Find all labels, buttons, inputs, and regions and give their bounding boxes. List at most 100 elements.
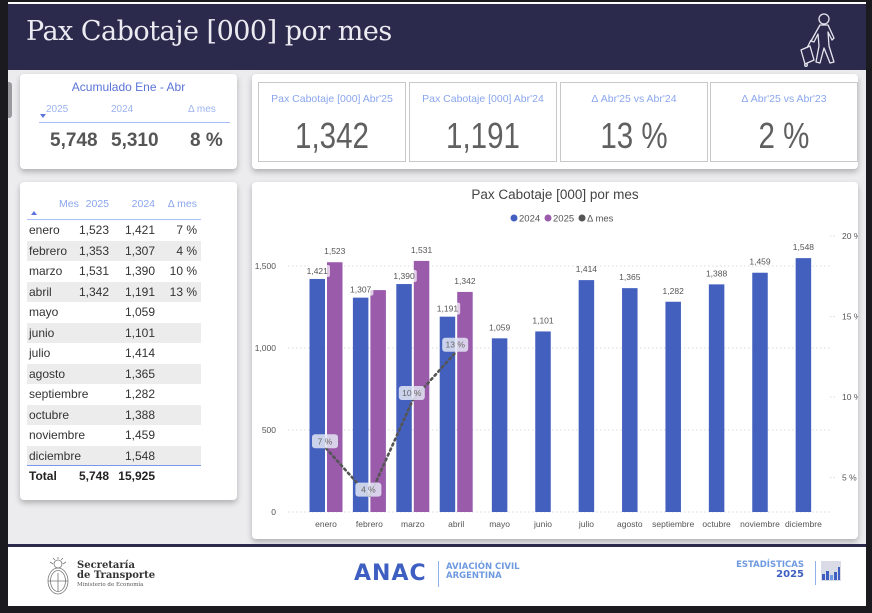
legend-2025-marker [544,214,552,222]
value-2024-cell: 1,421 [124,223,155,237]
data-label-2024: 1,548 [793,242,815,252]
column-header-delta[interactable]: Δ mes [167,198,197,210]
data-label-2025: 1,523 [324,246,346,256]
table-row[interactable]: julio 1,414 [27,343,201,364]
x-axis-label: septiembre [652,519,694,529]
monthly-table-card: Mes 2025 2024 Δ mes enero 1,523 1,421 7 % fe… [20,182,237,500]
table-row[interactable]: marzo 1,531 1,390 10 % [27,261,201,282]
bar-2025-enero [327,262,343,512]
anac-subtitle: AVIACIÓN CIVIL ARGENTINA [446,563,520,581]
estadisticas-label: ESTADÍSTICAS 2025 [736,560,804,580]
delta-label-bg [355,482,382,497]
right-axis-tick: 10 % [842,392,858,402]
x-axis-label: diciembre [785,519,822,529]
column-header-2025[interactable]: 2025 [85,198,109,210]
left-axis-tick: 1,000 [255,343,277,353]
kpi-delta-abr25-abr24: Δ Abr'25 vs Abr'24 13 % [560,82,708,162]
anac-sub-line2: ARGENTINA [446,571,502,581]
kpi-value: 1,342 [295,115,369,156]
x-axis-label: junio [533,519,552,529]
month-cell: septiembre [29,387,89,401]
legend-2024: 2024 [519,214,540,225]
table-row[interactable]: junio 1,101 [27,322,201,343]
bar-2025-febrero [370,290,386,512]
side-tab-handle[interactable] [8,82,12,118]
anac-sub-line1: AVIACIÓN CIVIL [446,562,520,572]
month-cell: agosto [29,366,66,381]
delta-label: 4 % [361,485,376,495]
delta-cell: 13 % [169,284,197,299]
value-2024-cell: 1,548 [124,448,155,463]
table-row[interactable]: diciembre 1,548 [27,445,201,466]
pax-monthly-chart: Pax Cabotaje [000] por mes 2024 2025 Δ mes 0… [255,187,858,529]
data-label-2024: 1,421 [307,266,329,276]
total-2025: 5,748 [78,469,109,483]
left-axis-tick: 0 [271,507,276,517]
table-row[interactable]: noviembre 1,459 [27,425,201,446]
accumulated-header-delta[interactable]: Δ mes [188,104,216,115]
estadisticas-divider [815,561,816,585]
value-2024-cell: 1,101 [124,325,155,340]
column-header-mes[interactable]: Mes [59,198,79,210]
bar-2024-junio [535,331,551,512]
month-cell: junio [29,325,55,340]
bar-2024-febrero [352,297,369,512]
data-label-bg [435,302,461,315]
table-row[interactable]: mayo 1,059 [27,302,201,323]
x-axis-label: marzo [401,519,425,529]
sort-descending-icon[interactable] [40,114,46,118]
x-axis-label: octubre [702,519,731,529]
kpi-label: Pax Cabotaje [000] Abr'24 [422,93,544,105]
legend-2025: 2025 [553,214,574,225]
kpi-row: Pax Cabotaje [000] Abr'25 1,342 Pax Cabo… [252,74,858,169]
estadisticas-text: ESTADÍSTICAS [736,560,804,570]
bar-2024-enero [309,278,325,512]
data-label-2024: 1,191 [437,304,459,314]
data-label-bg [348,283,374,296]
value-2024-cell: 1,414 [124,346,155,360]
legend-delta-marker [578,214,586,222]
traveler-luggage-icon [800,13,835,67]
data-label-2024: 1,365 [619,272,641,282]
month-cell: enero [29,223,60,237]
ministerio-name: Ministerio de Economía [77,582,144,588]
table-row[interactable]: agosto 1,365 [27,363,201,384]
delta-line [324,350,458,499]
secretaria-name: Secretaría de Transporte [77,561,155,581]
value-2024-cell: 1,191 [124,284,155,299]
bar-2025-abril [457,291,473,512]
accumulated-value-2025: 5,748 [50,130,98,151]
accumulated-header-2025[interactable]: 2025 [46,104,69,115]
delta-label: 10 % [402,388,422,398]
kpi-label: Pax Cabotaje [000] Abr'25 [271,93,393,105]
sort-ascending-icon[interactable] [31,211,37,215]
table-row[interactable]: febrero 1,353 1,307 4 % [27,240,201,261]
left-axis-tick: 500 [262,425,276,435]
data-label-bg [392,270,417,283]
delta-cell: 10 % [169,264,197,278]
kpi-delta-abr25-abr23: Δ Abr'25 vs Abr'23 2 % [710,82,858,162]
value-2024-cell: 1,459 [124,428,155,442]
table-row[interactable]: abril 1,342 1,191 13 % [27,281,201,302]
bar-2024-julio [578,280,595,512]
delta-label-bg [442,337,469,352]
month-cell: abril [29,284,52,299]
left-axis-tick: 1,500 [255,261,277,271]
x-axis-label: enero [315,519,337,529]
dashboard: Pax Cabotaje [000] por mes Acumulado Ene… [8,2,866,606]
kpi-label: Δ Abr'25 vs Abr'23 [741,93,827,105]
data-label-2024: 1,459 [749,257,771,267]
estadisticas-year: 2025 [776,569,804,580]
data-label-2024: 1,282 [663,286,685,296]
table-row[interactable]: octubre 1,388 [27,404,201,425]
accumulated-header-2024[interactable]: 2024 [111,104,134,115]
month-cell: mayo [29,305,59,319]
column-header-2024[interactable]: 2024 [131,198,155,210]
data-label-2025: 1,531 [411,245,433,255]
month-cell: noviembre [29,428,86,442]
x-axis-label: febrero [356,519,383,529]
value-2025-cell: 1,353 [78,243,109,258]
table-row[interactable]: septiembre 1,282 [27,384,201,405]
delta-label-bg [398,386,425,400]
table-row[interactable]: enero 1,523 1,421 7 % [27,220,201,241]
